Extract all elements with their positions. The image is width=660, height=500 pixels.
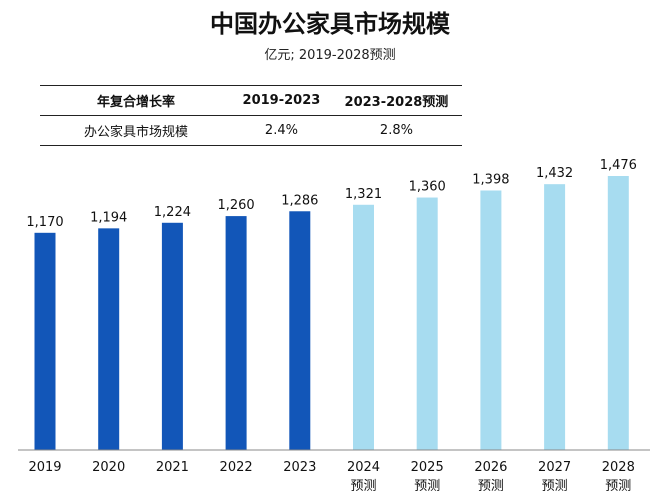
bar-2028 <box>607 176 629 450</box>
cagr-header-period2: 2023-2028预测 <box>330 85 462 116</box>
x-tick-2020: 2020 <box>92 460 125 475</box>
forecast-label-2026: 预测 <box>478 479 504 494</box>
forecast-label-2027: 预测 <box>542 479 568 494</box>
x-tick-2024: 2024 <box>347 460 380 475</box>
data-label-2021: 1,224 <box>154 205 191 220</box>
forecast-label-2028: 预测 <box>605 479 631 494</box>
x-tick-2022: 2022 <box>220 460 253 475</box>
bar-2024 <box>353 204 374 450</box>
data-label-2028: 1,476 <box>600 158 637 173</box>
cagr-table-row: 办公家具市场规模 2.4% 2.8% <box>40 115 462 146</box>
bar-2021 <box>161 222 183 450</box>
cagr-header-period1: 2019-2023 <box>232 85 331 116</box>
x-tick-2023: 2023 <box>283 460 316 475</box>
bar-2023 <box>289 211 311 450</box>
x-tick-2025: 2025 <box>411 460 444 475</box>
x-tick-2019: 2019 <box>28 460 61 475</box>
cagr-table: 年复合增长率 2019-2023 2023-2028预测 办公家具市场规模 2.… <box>40 85 462 146</box>
data-label-2019: 1,170 <box>26 215 63 230</box>
x-tick-2027: 2027 <box>538 460 571 475</box>
data-label-2023: 1,286 <box>281 193 318 208</box>
data-label-2020: 1,194 <box>90 210 127 225</box>
x-tick-2026: 2026 <box>474 460 507 475</box>
cagr-row-value2: 2.8% <box>330 115 462 146</box>
bar-2027 <box>544 184 566 450</box>
data-label-2026: 1,398 <box>472 172 509 187</box>
x-tick-2021: 2021 <box>156 460 189 475</box>
bar-2019 <box>34 232 56 450</box>
chart-title: 中国办公家具市场规模 <box>210 10 450 38</box>
bar-2025 <box>416 197 438 450</box>
cagr-table-header: 年复合增长率 2019-2023 2023-2028预测 <box>40 85 462 116</box>
cagr-row-value1: 2.4% <box>232 115 331 146</box>
data-label-2025: 1,360 <box>409 180 446 195</box>
data-label-2027: 1,432 <box>536 166 573 181</box>
chart-subtitle: 亿元; 2019-2028预测 <box>264 48 396 63</box>
bar-2022 <box>225 216 247 450</box>
bar-2020 <box>98 228 120 450</box>
forecast-label-2025: 预测 <box>414 479 440 494</box>
data-label-2024: 1,321 <box>345 187 382 202</box>
cagr-row-label: 办公家具市场规模 <box>40 115 232 146</box>
forecast-label-2024: 预测 <box>350 479 376 494</box>
data-label-2022: 1,260 <box>217 198 254 213</box>
x-tick-2028: 2028 <box>602 460 635 475</box>
bar-2026 <box>480 190 502 450</box>
cagr-header-label: 年复合增长率 <box>40 85 232 116</box>
